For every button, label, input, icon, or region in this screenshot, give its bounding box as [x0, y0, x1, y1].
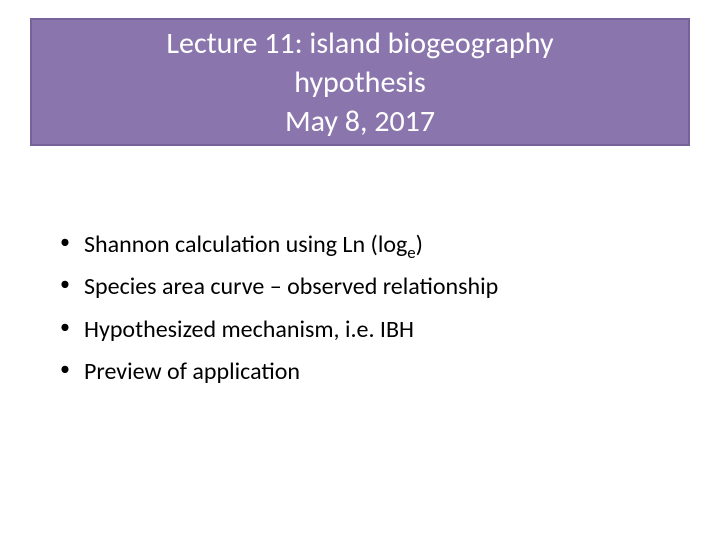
bullet-text-suffix: ): [416, 230, 423, 259]
title-box: Lecture 11: island biogeography hypothes…: [30, 18, 690, 146]
bullet-text-sub: e: [407, 242, 415, 263]
bullet-item: Species area curve – observed relationsh…: [56, 268, 656, 306]
title-line-2: hypothesis: [294, 63, 425, 102]
bullet-text-prefix: Hypothesized mechanism, i.e. IBH: [84, 315, 414, 344]
bullet-item: Hypothesized mechanism, i.e. IBH: [56, 311, 656, 349]
bullet-text-prefix: Preview of application: [84, 357, 300, 386]
title-line-3: May 8, 2017: [285, 102, 435, 141]
bullet-text-prefix: Species area curve – observed relationsh…: [84, 272, 498, 301]
bullet-list: Shannon calculation using Ln (loge) Spec…: [56, 226, 656, 396]
title-line-1: Lecture 11: island biogeography: [166, 24, 553, 63]
bullet-item: Shannon calculation using Ln (loge): [56, 226, 656, 264]
bullet-text-prefix: Shannon calculation using Ln (log: [84, 230, 407, 259]
bullet-ul: Shannon calculation using Ln (loge) Spec…: [56, 226, 656, 392]
bullet-item: Preview of application: [56, 353, 656, 391]
